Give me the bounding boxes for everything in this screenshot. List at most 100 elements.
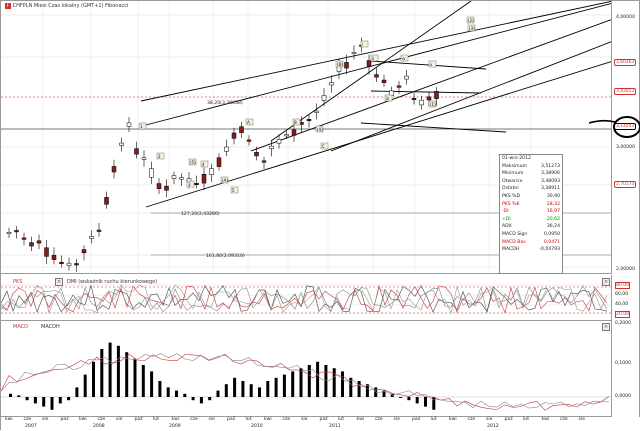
wave-label-box: [428, 60, 437, 68]
month-tick: kwi: [5, 417, 13, 422]
data-window-row: MACD Sign 0,0950: [500, 231, 562, 239]
data-window-row: PKS %K 28,32: [500, 201, 562, 209]
wave-label-box: [384, 94, 393, 102]
data-window-key: PKS %D: [502, 193, 521, 199]
macd-bar: [33, 397, 37, 404]
data-window-row: MACD Bas 0,0471: [500, 239, 562, 247]
data-window-key: MACD Sign: [502, 231, 528, 237]
candle-body: [104, 197, 109, 205]
candle-body: [419, 99, 424, 106]
candle-body: [284, 134, 289, 137]
candle-body: [59, 261, 64, 264]
wave-label: ii: [372, 56, 374, 61]
macd-bar: [233, 377, 237, 397]
macd-bar: [67, 397, 71, 401]
year-tick: 2007: [25, 424, 37, 429]
candle-body: [74, 263, 79, 266]
candle-body: [291, 129, 297, 136]
candle-body: [254, 151, 259, 157]
month-tick: lut: [523, 417, 529, 422]
wave-label-box: [220, 176, 229, 184]
data-window-row: -DI 16,97: [500, 208, 562, 216]
candle-body: [96, 229, 102, 232]
macd-bar: [108, 342, 112, 397]
macd-bar: [324, 365, 328, 397]
candle-body: [246, 139, 252, 142]
macd-bar: [282, 374, 286, 397]
chart-header: F CHFPLN Miesi Czas lokalny (GMT+1) Fibo…: [5, 3, 128, 9]
macd-bar: [216, 390, 220, 397]
candle-body: [231, 132, 237, 139]
data-window-key: Minimum: [502, 171, 524, 177]
candle-body: [216, 157, 222, 167]
candle-body: [321, 95, 327, 101]
macd-bar: [17, 395, 21, 397]
macd-bar: [299, 368, 303, 397]
candle-body: [6, 232, 12, 235]
candle-body: [224, 146, 229, 152]
macd-bar: [25, 397, 29, 401]
wave-label-box: [320, 142, 329, 150]
data-window-value: 3,38911: [541, 186, 560, 192]
month-tick: lut: [430, 417, 437, 422]
macd-pane[interactable]: MACD MACDH ×: [0, 321, 613, 417]
macd-bar: [316, 361, 320, 397]
macd-bar: [199, 397, 203, 404]
pane-close-icon[interactable]: ×: [602, 323, 610, 331]
candle-body: [126, 122, 132, 127]
wave-label: 1: [140, 124, 143, 129]
price-tag-current: 3,43013: [614, 88, 637, 95]
trend-line: [330, 40, 614, 152]
wave-label: B: [294, 120, 297, 125]
close-pks-button[interactable]: ×: [55, 278, 63, 286]
candle-body: [111, 166, 117, 173]
candle-body: [411, 98, 417, 101]
time-axis[interactable]: kwi cze sie paź kwi cze sie paź lut kwi cze sie paź l…: [1, 417, 640, 431]
macd-bar: [382, 390, 386, 397]
candle-body: [351, 52, 357, 55]
candle-body: [36, 240, 42, 244]
macd-bar: [415, 397, 419, 404]
trend-line: [140, 0, 614, 102]
candle-body: [141, 157, 147, 160]
month-tick: cze: [190, 417, 198, 422]
pks-axis: 80,00 60,00 40,00 20,00: [611, 275, 639, 321]
symbol-icon: F: [5, 3, 11, 9]
month-tick: cze: [375, 417, 383, 422]
fib-label-127: 127,20(2,43280): [181, 212, 220, 217]
data-window-key: Otwarcie: [502, 178, 523, 184]
month-tick: sie: [393, 417, 401, 422]
macd-signal-line: [0, 353, 610, 411]
macd-bar: [291, 371, 295, 397]
candle-body: [366, 60, 372, 67]
data-window-date: 01-wrz-2012: [502, 156, 531, 161]
month-tick: lut: [245, 417, 252, 422]
data-window-value: 20,62: [546, 216, 560, 222]
hand-drawn-circle: [589, 116, 640, 138]
wave-label-box: [400, 54, 409, 62]
pks-pane[interactable]: PKS DMI (wskaźnik ruchu kierunkowego) × …: [0, 275, 613, 321]
macd-bar: [241, 381, 245, 397]
macd-bar: [424, 397, 427, 407]
month-tick: cze: [282, 417, 291, 422]
month-tick: sie: [42, 417, 49, 422]
macd-bar: [407, 397, 411, 401]
macd-bar: [100, 349, 104, 397]
wave-label-box: [292, 118, 301, 126]
year-tick: 2010: [251, 424, 263, 429]
macd-bar: [116, 345, 120, 397]
data-window-row: Ostatni 3,38911: [500, 185, 562, 193]
candle-body: [51, 254, 57, 260]
candle-body: [396, 85, 402, 88]
wave-label-box: [335, 60, 344, 68]
pks-tick: 80,00: [615, 282, 631, 289]
month-tick: kwi: [171, 417, 180, 422]
wave-label: (3): [469, 26, 475, 31]
fib-label-161: 161,80(2,09310): [206, 254, 245, 259]
dmi-label: DMI (wskaźnik ruchu kierunkowego): [67, 279, 158, 285]
pane-close-icon[interactable]: ×: [602, 278, 610, 286]
indicator-line: [0, 284, 608, 314]
month-tick: paź: [134, 417, 143, 422]
